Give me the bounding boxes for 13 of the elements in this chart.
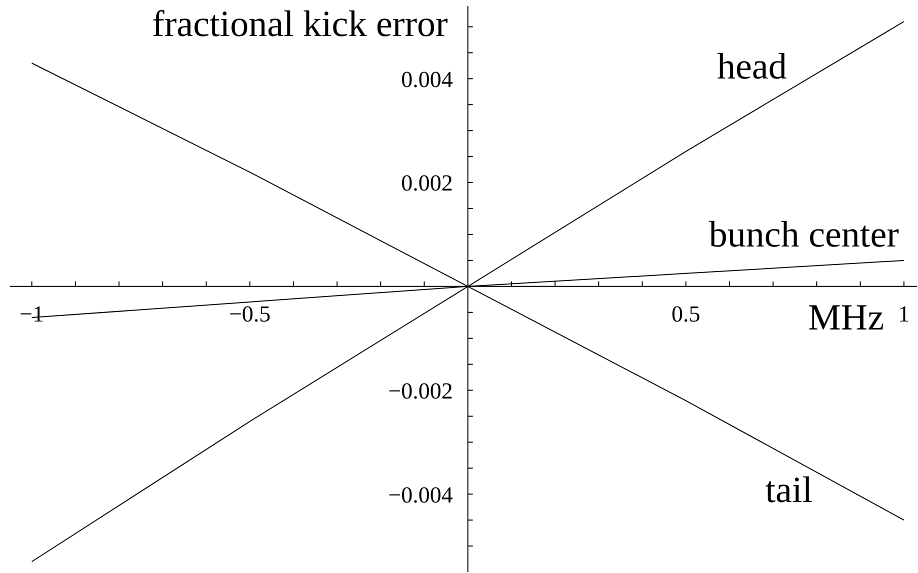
y-tick-label: 0.004 — [401, 66, 454, 92]
series-label: head — [716, 46, 788, 88]
x-tick-label: −1 — [20, 302, 44, 327]
series-label: bunch center — [708, 214, 899, 256]
y-tick-label: −0.002 — [388, 378, 453, 404]
y-tick-label: 0.002 — [401, 170, 453, 196]
x-tick-label: 0.5 — [672, 302, 700, 327]
y-tick-label: −0.004 — [388, 482, 454, 508]
x-tick-label: 1 — [898, 302, 910, 327]
x-axis-title: MHz — [808, 297, 884, 338]
y-axis-title: fractional kick error — [152, 4, 448, 45]
series-label: tail — [765, 470, 813, 512]
x-tick-label: −0.5 — [228, 302, 271, 327]
